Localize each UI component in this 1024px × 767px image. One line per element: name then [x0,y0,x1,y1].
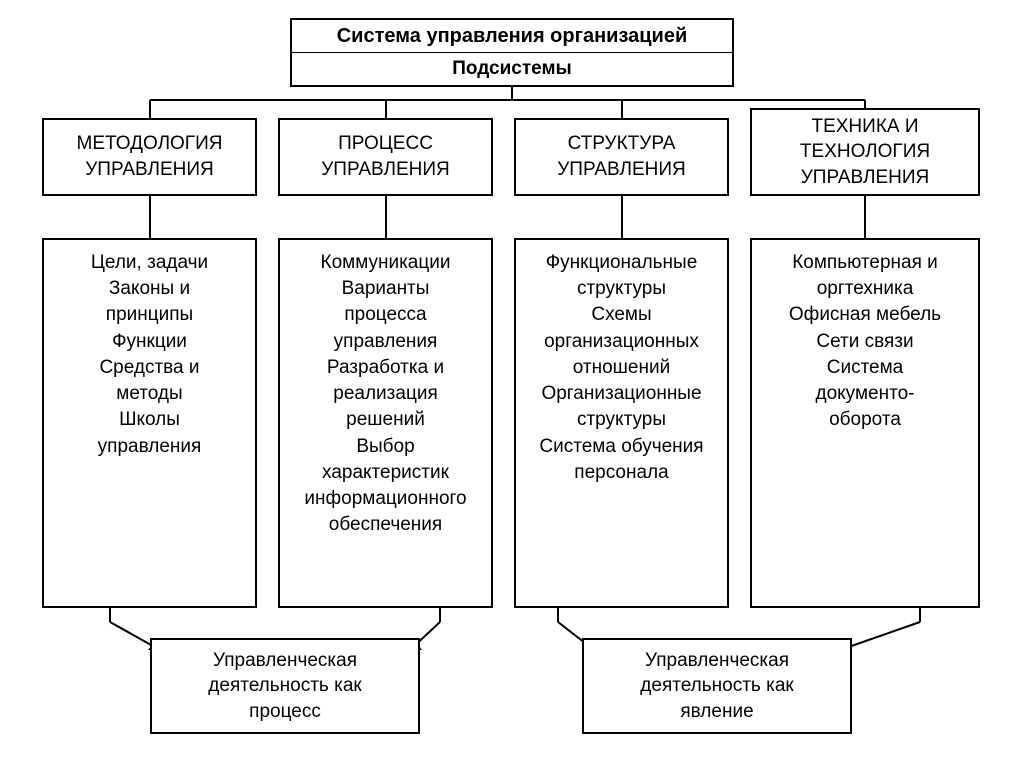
detail-line: Функции [112,329,187,355]
detail-line: Школы [119,407,180,433]
detail-line: персонала [574,460,668,486]
detail-line: принципы [106,302,193,328]
result-line: деятельность как [208,673,361,699]
category-structure: СТРУКТУРА УПРАВЛЕНИЯ [514,118,729,196]
detail-line: документо- [816,381,915,407]
detail-line: процесса [344,302,426,328]
detail-line: Разработка и [327,355,444,381]
cat-label: УПРАВЛЕНИЯ [321,157,450,183]
cat-label: ТЕХНИКА И [811,114,918,140]
detail-line: Система [827,355,904,381]
detail-line: информационного [304,486,466,512]
cat-label: УПРАВЛЕНИЯ [557,157,686,183]
detail-line: Организационные [541,381,701,407]
detail-line: Офисная мебель [789,302,941,328]
cat-label: ТЕХНОЛОГИЯ [800,139,930,165]
category-process: ПРОЦЕСС УПРАВЛЕНИЯ [278,118,493,196]
detail-line: Законы и [109,276,190,302]
detail-technology: Компьютерная и оргтехника Офисная мебель… [750,238,980,608]
subtitle-text: Подсистемы [452,56,572,82]
detail-line: управления [98,434,202,460]
cat-label: МЕТОДОЛОГИЯ [77,131,223,157]
detail-line: Сети связи [816,329,913,355]
detail-line: Схемы [591,302,651,328]
detail-line: организационных [544,329,699,355]
result-process: Управленческая деятельность как процесс [150,638,420,734]
result-line: процесс [249,699,321,725]
detail-line: методы [116,381,182,407]
detail-line: структуры [577,407,666,433]
detail-line: Варианты [342,276,430,302]
result-line: Управленческая [645,648,789,674]
detail-line: Средства и [99,355,199,381]
detail-methodology: Цели, задачи Законы и принципы Функции С… [42,238,257,608]
detail-line: решений [346,407,425,433]
result-line: явление [680,699,753,725]
detail-line: структуры [577,276,666,302]
result-phenomenon: Управленческая деятельность как явление [582,638,852,734]
detail-process: Коммуникации Варианты процесса управлени… [278,238,493,608]
title-box: Система управления организацией [290,18,734,54]
detail-line: Компьютерная и [792,250,938,276]
detail-line: Цели, задачи [91,250,208,276]
detail-line: обеспечения [329,512,442,538]
result-line: деятельность как [640,673,793,699]
category-methodology: МЕТОДОЛОГИЯ УПРАВЛЕНИЯ [42,118,257,196]
detail-line: Система обучения [539,434,703,460]
detail-line: Выбор [356,434,414,460]
cat-label: СТРУКТУРА [568,131,676,157]
title-text: Система управления организацией [337,23,688,50]
detail-line: оборота [829,407,901,433]
detail-line: Коммуникации [321,250,451,276]
detail-line: управления [334,329,438,355]
detail-structure: Функциональные структуры Схемы организац… [514,238,729,608]
detail-line: оргтехника [817,276,914,302]
cat-label: УПРАВЛЕНИЯ [85,157,214,183]
result-line: Управленческая [213,648,357,674]
category-technology: ТЕХНИКА И ТЕХНОЛОГИЯ УПРАВЛЕНИЯ [750,108,980,196]
cat-label: ПРОЦЕСС [338,131,433,157]
detail-line: Функциональные [546,250,698,276]
cat-label: УПРАВЛЕНИЯ [801,165,930,191]
detail-line: реализация [333,381,437,407]
subtitle-box: Подсистемы [290,53,734,87]
detail-line: отношений [573,355,670,381]
detail-line: характеристик [322,460,449,486]
